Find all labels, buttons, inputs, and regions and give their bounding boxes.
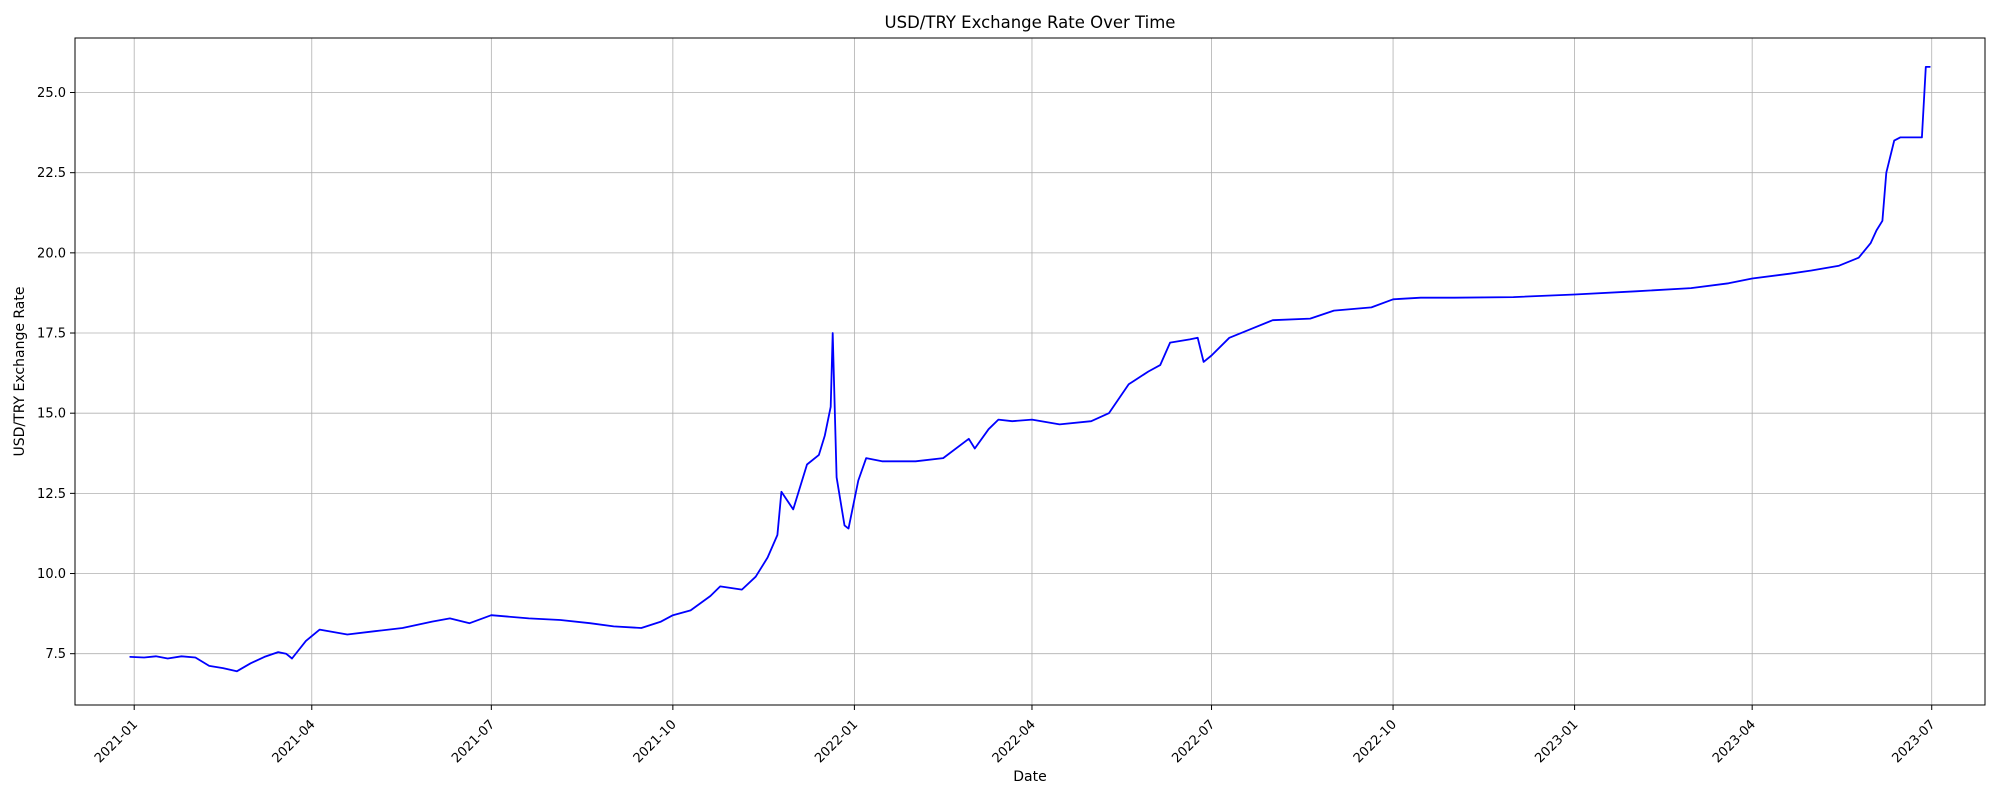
y-tick-label: 25.0 bbox=[37, 86, 66, 101]
grid bbox=[75, 38, 1985, 705]
y-tick-label: 10.0 bbox=[37, 567, 66, 582]
y-tick-label: 7.5 bbox=[45, 647, 66, 662]
y-tick-label: 17.5 bbox=[37, 327, 66, 342]
x-axis-title: Date bbox=[1013, 769, 1046, 785]
plot-frame bbox=[74, 37, 1986, 706]
y-tick-label: 12.5 bbox=[37, 487, 66, 502]
y-tick-label: 22.5 bbox=[37, 166, 66, 181]
chart-title: USD/TRY Exchange Rate Over Time bbox=[885, 13, 1176, 32]
series-layer bbox=[129, 66, 1931, 673]
y-tick-label: 15.0 bbox=[37, 407, 66, 422]
series-line bbox=[129, 66, 1931, 673]
y-axis-title: USD/TRY Exchange Rate bbox=[12, 287, 28, 457]
y-tick-label: 20.0 bbox=[37, 246, 66, 261]
